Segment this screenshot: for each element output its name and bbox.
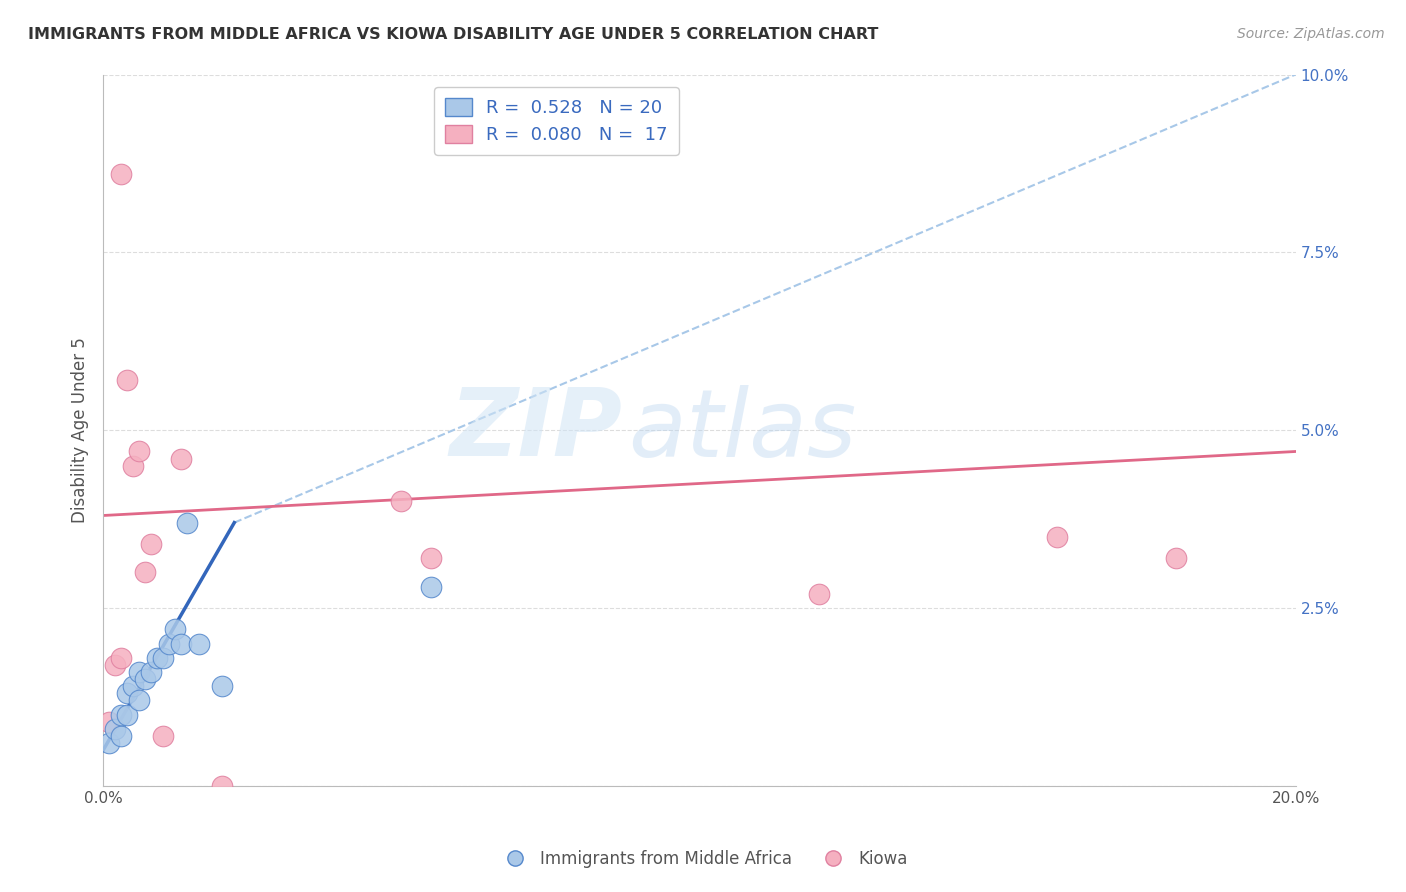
- Point: [122, 458, 145, 473]
- Point: [115, 686, 138, 700]
- Point: [98, 714, 121, 729]
- Point: [134, 672, 156, 686]
- Point: [110, 167, 132, 181]
- Point: [1166, 551, 1188, 566]
- Point: [1046, 530, 1069, 544]
- Point: [420, 551, 443, 566]
- Point: [807, 587, 830, 601]
- Point: [128, 444, 150, 458]
- Point: [420, 580, 443, 594]
- Point: [110, 729, 132, 743]
- Point: [115, 373, 138, 387]
- Y-axis label: Disability Age Under 5: Disability Age Under 5: [72, 337, 89, 523]
- Text: atlas: atlas: [628, 384, 856, 475]
- Text: IMMIGRANTS FROM MIDDLE AFRICA VS KIOWA DISABILITY AGE UNDER 5 CORRELATION CHART: IMMIGRANTS FROM MIDDLE AFRICA VS KIOWA D…: [28, 27, 879, 42]
- Point: [169, 636, 191, 650]
- Text: Source: ZipAtlas.com: Source: ZipAtlas.com: [1237, 27, 1385, 41]
- Text: ZIP: ZIP: [449, 384, 621, 476]
- Point: [115, 707, 138, 722]
- Point: [146, 650, 169, 665]
- Point: [187, 636, 209, 650]
- Point: [104, 657, 127, 672]
- Point: [139, 665, 162, 679]
- Point: [152, 729, 174, 743]
- Point: [176, 516, 198, 530]
- Point: [98, 736, 121, 750]
- Point: [211, 779, 233, 793]
- Point: [169, 451, 191, 466]
- Point: [104, 722, 127, 736]
- Point: [122, 679, 145, 693]
- Point: [163, 622, 186, 636]
- Legend: Immigrants from Middle Africa, Kiowa: Immigrants from Middle Africa, Kiowa: [492, 844, 914, 875]
- Point: [211, 679, 233, 693]
- Point: [152, 650, 174, 665]
- Point: [110, 650, 132, 665]
- Point: [157, 636, 180, 650]
- Point: [389, 494, 412, 508]
- Point: [134, 566, 156, 580]
- Point: [128, 665, 150, 679]
- Legend: R =  0.528   N = 20, R =  0.080   N =  17: R = 0.528 N = 20, R = 0.080 N = 17: [434, 87, 679, 154]
- Point: [110, 707, 132, 722]
- Point: [128, 693, 150, 707]
- Point: [139, 537, 162, 551]
